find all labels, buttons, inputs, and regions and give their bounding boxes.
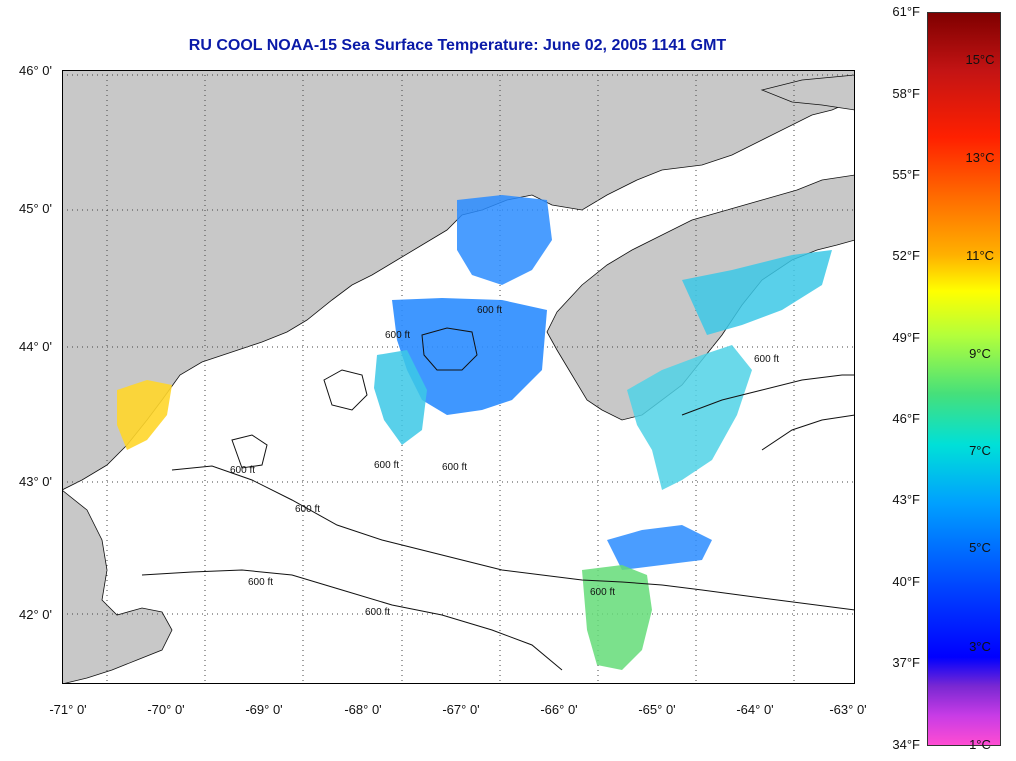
colorbar-f-label: 61°F bbox=[892, 4, 920, 19]
lat-label: 42° 0' bbox=[19, 607, 52, 622]
map-title: RU COOL NOAA-15 Sea Surface Temperature:… bbox=[188, 37, 727, 54]
colorbar-c-label: 13°C bbox=[965, 150, 995, 165]
depth-contours bbox=[141, 327, 855, 671]
sst-map-canvas: 600 ft 600 ft 600 ft 600 ft 600 ft 600 f… bbox=[62, 70, 855, 684]
lon-label: -65° 0' bbox=[638, 702, 676, 717]
contour-label: 600 ft bbox=[374, 460, 399, 471]
contour-label: 600 ft bbox=[295, 504, 320, 515]
colorbar-c-label: 11°C bbox=[965, 248, 995, 263]
sst-map[interactable]: 600 ft 600 ft 600 ft 600 ft 600 ft 600 f… bbox=[62, 70, 855, 684]
contour-label: 600 ft bbox=[754, 354, 779, 365]
graticule bbox=[62, 70, 855, 684]
lat-label: 45° 0' bbox=[19, 201, 52, 216]
sst-patches bbox=[117, 195, 832, 670]
colorbar-f-label: 43°F bbox=[892, 492, 920, 507]
colorbar-f-label: 46°F bbox=[892, 411, 920, 426]
lat-label: 43° 0' bbox=[19, 474, 52, 489]
colorbar-c-label: 3°C bbox=[969, 639, 991, 654]
lon-label: -63° 0' bbox=[829, 702, 867, 717]
temperature-colorbar bbox=[927, 12, 1001, 746]
colorbar-f-label: 49°F bbox=[892, 330, 920, 345]
land-cape-cod bbox=[62, 489, 173, 684]
contour-label: 600 ft bbox=[248, 577, 273, 588]
land-pei bbox=[760, 74, 855, 111]
colorbar-f-label: 52°F bbox=[892, 248, 920, 263]
colorbar-c-label: 1°C bbox=[969, 737, 991, 752]
lat-label: 46° 0' bbox=[19, 63, 52, 78]
colorbar-f-label: 55°F bbox=[892, 167, 920, 182]
contour-label: 600 ft bbox=[230, 465, 255, 476]
colorbar-f-label: 58°F bbox=[892, 86, 920, 101]
colorbar-c-label: 5°C bbox=[969, 540, 991, 555]
contour-label: 600 ft bbox=[385, 330, 410, 341]
lon-label: -69° 0' bbox=[245, 702, 283, 717]
lon-label: -71° 0' bbox=[49, 702, 87, 717]
contour-label: 600 ft bbox=[365, 607, 390, 618]
lat-label: 44° 0' bbox=[19, 339, 52, 354]
colorbar-c-label: 15°C bbox=[965, 52, 995, 67]
lon-label: -70° 0' bbox=[147, 702, 185, 717]
map-border bbox=[62, 70, 855, 684]
lon-label: -64° 0' bbox=[736, 702, 774, 717]
colorbar-f-label: 34°F bbox=[892, 737, 920, 752]
colorbar-f-label: 37°F bbox=[892, 655, 920, 670]
contour-label: 600 ft bbox=[590, 587, 615, 598]
contour-label: 600 ft bbox=[477, 305, 502, 316]
lon-label: -66° 0' bbox=[540, 702, 578, 717]
lon-label: -67° 0' bbox=[442, 702, 480, 717]
colorbar-c-label: 9°C bbox=[969, 346, 991, 361]
lon-label: -68° 0' bbox=[344, 702, 382, 717]
contour-label: 600 ft bbox=[442, 462, 467, 473]
colorbar-f-label: 40°F bbox=[892, 574, 920, 589]
colorbar-c-label: 7°C bbox=[969, 443, 991, 458]
